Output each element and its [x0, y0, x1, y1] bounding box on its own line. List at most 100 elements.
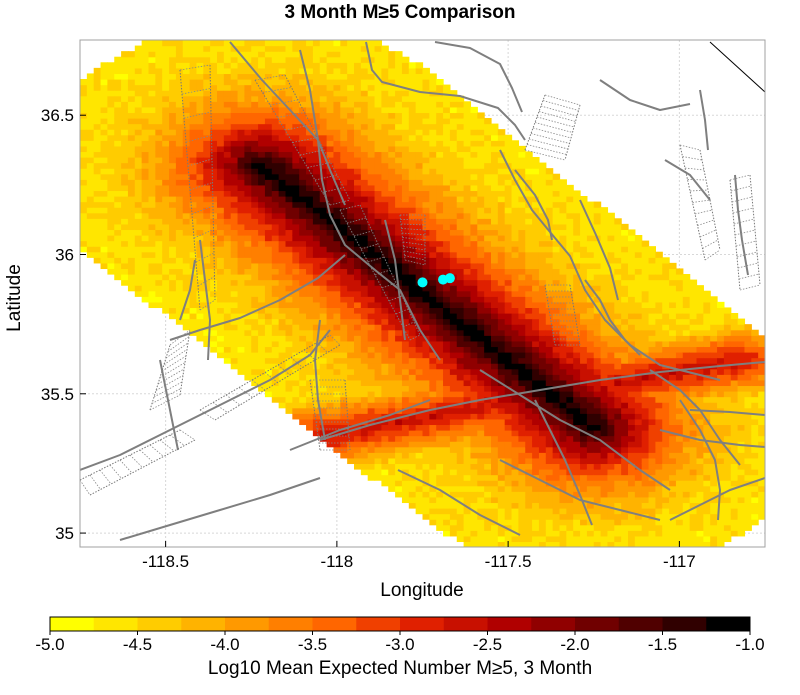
heatmap-cell: [141, 95, 150, 102]
heatmap-cell: [422, 324, 430, 331]
heatmap-cell: [443, 90, 451, 97]
heatmap-cell: [121, 173, 129, 180]
heatmap-cell: [196, 235, 204, 242]
heatmap-cell: [600, 346, 609, 353]
heatmap-cell: [217, 106, 225, 114]
heatmap-cell: [374, 424, 382, 431]
heatmap-cell: [319, 407, 328, 414]
heatmap-cell: [456, 396, 465, 403]
heatmap-cell: [251, 223, 259, 231]
heatmap-cell: [415, 257, 424, 264]
heatmap-cell: [381, 240, 389, 247]
heatmap-cell: [107, 184, 115, 192]
heatmap-cell: [347, 106, 355, 114]
heatmap-cell: [388, 318, 396, 325]
heatmap-cell: [162, 157, 170, 164]
heatmap-cell: [141, 196, 150, 203]
heatmap-cell: [463, 385, 472, 392]
heatmap-cell: [408, 201, 417, 208]
heatmap-cell: [210, 112, 218, 119]
heatmap-cell: [278, 173, 287, 180]
heatmap-cell: [511, 268, 519, 275]
heatmap-cell: [347, 73, 355, 80]
heatmap-cell: [518, 201, 526, 208]
heatmap-cell: [127, 223, 136, 231]
heatmap-cell: [271, 123, 280, 130]
heatmap-cell: [497, 301, 506, 309]
heatmap-cell: [292, 274, 300, 281]
heatmap-cell: [504, 363, 513, 370]
heatmap-cell: [532, 368, 540, 375]
heatmap-cell: [169, 45, 177, 52]
heatmap-cell: [347, 318, 355, 325]
heatmap-cell: [203, 67, 211, 75]
heatmap-cell: [538, 179, 547, 186]
heatmap-cell: [401, 67, 410, 75]
heatmap-cell: [93, 95, 102, 102]
heatmap-cell: [333, 179, 341, 186]
heatmap-cell: [586, 374, 595, 381]
heatmap-cell: [518, 379, 526, 387]
heatmap-cell: [299, 274, 307, 281]
heatmap-cell: [319, 268, 328, 275]
heatmap-cell: [86, 112, 95, 119]
heatmap-cell: [401, 379, 410, 387]
heatmap-cell: [470, 335, 478, 342]
heatmap-cell: [580, 340, 588, 348]
heatmap-cell: [401, 240, 410, 247]
heatmap-cell: [175, 168, 184, 175]
heatmap-cell: [107, 207, 115, 214]
heatmap-cell: [401, 491, 410, 498]
heatmap-cell: [326, 157, 335, 164]
heatmap-cell: [264, 157, 273, 164]
heatmap-cell: [491, 508, 499, 515]
heatmap-cell: [532, 329, 540, 336]
heatmap-cell: [134, 157, 143, 164]
heatmap-cell: [285, 162, 293, 169]
heatmap-cell: [319, 129, 328, 136]
heatmap-cell: [127, 123, 136, 130]
heatmap-cell: [525, 173, 533, 180]
heatmap-cell: [299, 335, 307, 342]
heatmap-cell: [573, 452, 581, 459]
heatmap-cell: [436, 140, 444, 147]
heatmap-cell: [395, 268, 403, 275]
heatmap-cell: [285, 268, 293, 275]
heatmap-cell: [196, 106, 204, 114]
heatmap-cell: [422, 229, 430, 236]
heatmap-cell: [244, 335, 252, 342]
heatmap-cell: [477, 435, 485, 442]
heatmap-cell: [504, 469, 513, 476]
heatmap-cell: [340, 379, 348, 387]
heatmap-cell: [299, 240, 307, 247]
heatmap-cell: [196, 168, 204, 175]
heatmap-cell: [511, 407, 519, 414]
heatmap-cell: [299, 40, 307, 47]
heatmap-cell: [573, 274, 581, 281]
heatmap-cell: [223, 145, 232, 153]
heatmap-cell: [580, 324, 588, 331]
heatmap-cell: [203, 274, 211, 281]
heatmap-cell: [415, 363, 424, 370]
heatmap-cell: [443, 207, 451, 214]
heatmap-cell: [340, 340, 348, 348]
heatmap-cell: [436, 301, 444, 309]
heatmap-cell: [415, 134, 424, 141]
heatmap-cell: [593, 368, 602, 375]
heatmap-cell: [134, 257, 143, 264]
heatmap-cell: [333, 51, 341, 58]
heatmap-cell: [552, 251, 561, 258]
heatmap-cell: [415, 90, 424, 97]
heatmap-cell: [141, 67, 150, 75]
heatmap-cell: [504, 285, 513, 292]
heatmap-cell: [449, 290, 458, 297]
heatmap-cell: [449, 251, 458, 258]
heatmap-cell: [210, 313, 218, 320]
heatmap-cell: [381, 62, 389, 69]
heatmap-cell: [299, 307, 307, 314]
heatmap-cell: [504, 379, 513, 387]
heatmap-cell: [230, 324, 239, 331]
heatmap-cell: [463, 118, 472, 125]
heatmap-cell: [148, 157, 156, 164]
heatmap-cell: [443, 452, 451, 459]
